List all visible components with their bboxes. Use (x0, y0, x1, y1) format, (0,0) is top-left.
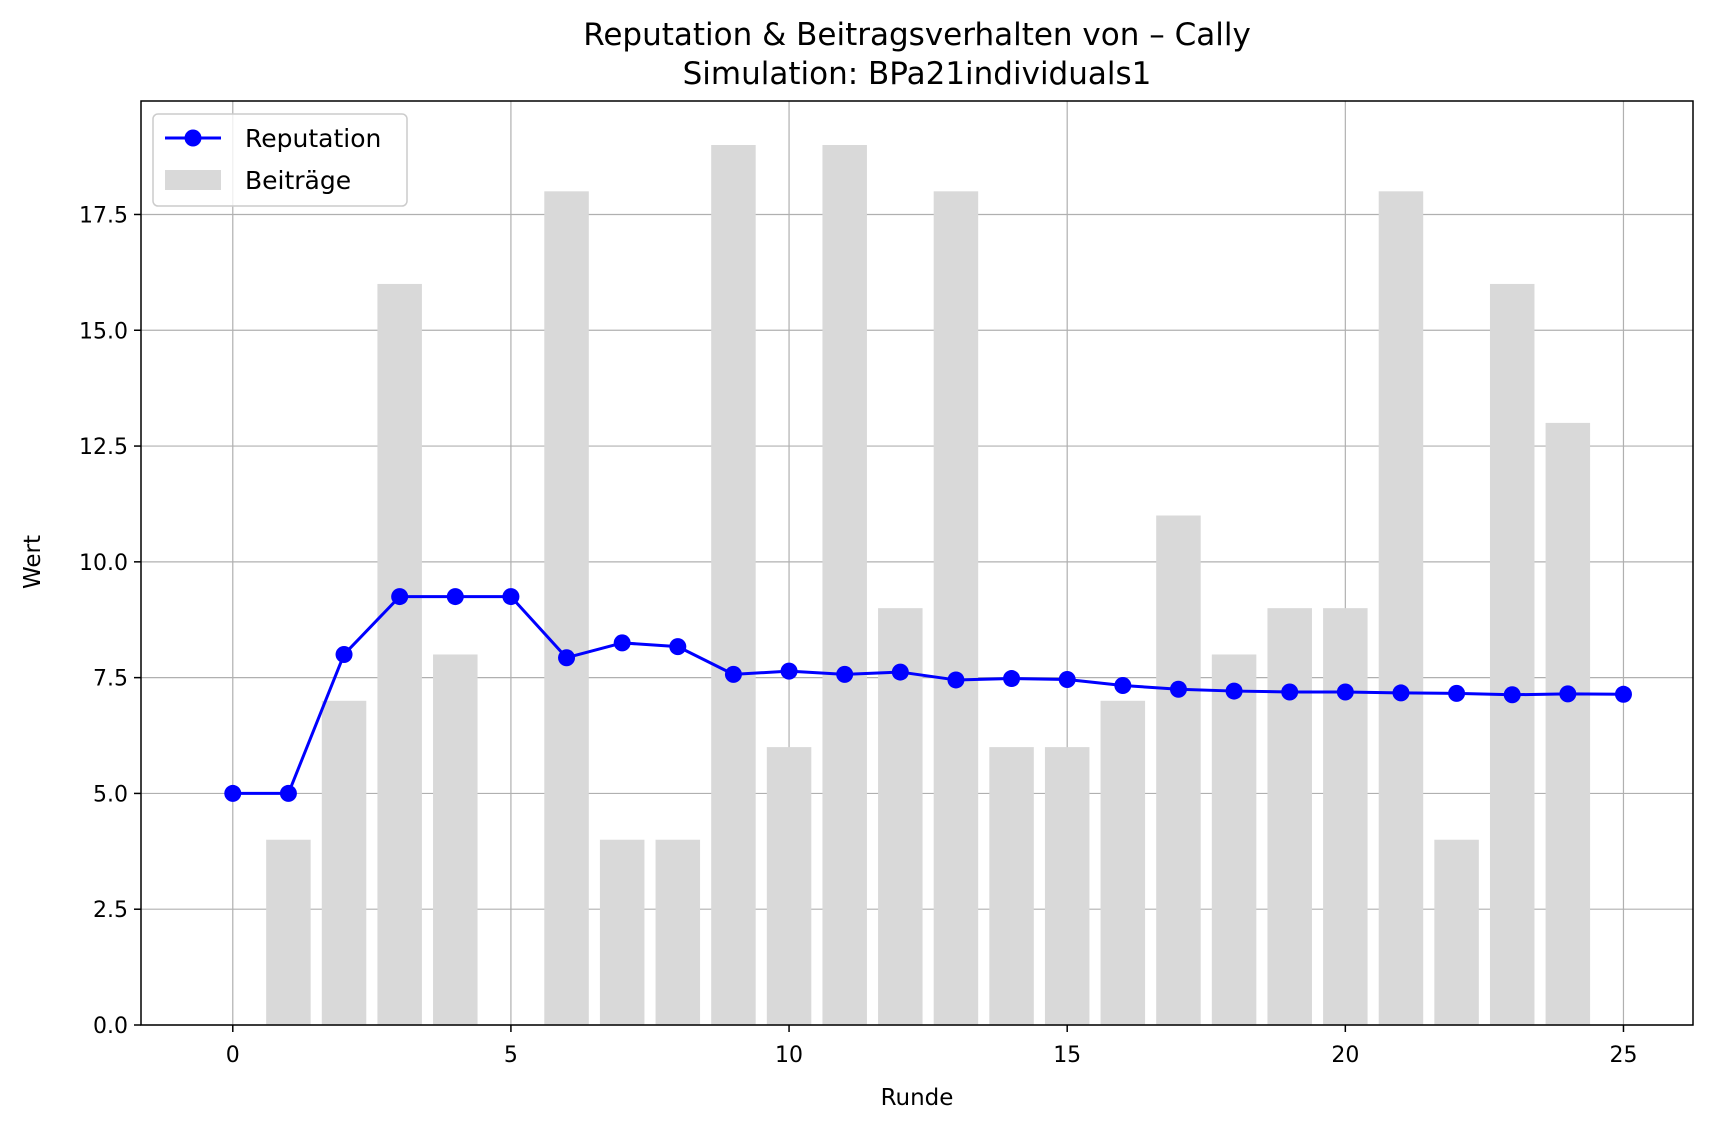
bar-beitraege (1100, 700, 1146, 1025)
bar-beitraege (655, 839, 701, 1025)
point-reputation (1336, 683, 1354, 701)
bar-beitraege (1323, 608, 1368, 1025)
bar-beitraege (1044, 747, 1090, 1025)
bar-beitraege (1378, 191, 1424, 1025)
point-reputation (335, 645, 353, 663)
point-reputation (891, 663, 909, 681)
legend-bar-icon (165, 170, 221, 190)
y-tick-label: 15.0 (79, 319, 128, 344)
point-reputation (502, 588, 520, 606)
bar-beitraege (1545, 422, 1591, 1025)
x-tick-label: 0 (226, 1043, 240, 1068)
point-reputation (613, 634, 631, 652)
bar-beitraege (822, 145, 867, 1025)
y-tick-label: 12.5 (79, 435, 128, 460)
y-tick-label: 0.0 (93, 1014, 128, 1039)
point-reputation (1559, 685, 1577, 703)
bar-beitraege (1267, 608, 1312, 1025)
bar-beitraege (377, 283, 422, 1025)
x-tick-label: 20 (1331, 1043, 1359, 1068)
legend-marker-icon (184, 129, 202, 147)
point-reputation (391, 588, 409, 606)
line-reputation (232, 595, 1624, 795)
point-reputation (1058, 670, 1076, 688)
bar-beitraege (1156, 515, 1201, 1025)
point-reputation (836, 665, 854, 683)
y-tick-label: 7.5 (93, 667, 128, 692)
y-tick-label: 10.0 (79, 551, 128, 576)
bar-beitraege (266, 839, 311, 1025)
y-axis-label: Wert (20, 535, 46, 589)
bar-beitraege (1211, 654, 1257, 1025)
x-axis-label: Runde (881, 1085, 954, 1111)
point-reputation (780, 662, 798, 680)
point-reputation (724, 665, 742, 683)
point-reputation (279, 784, 297, 802)
bar-beitraege (321, 700, 367, 1025)
bar-beitraege (989, 747, 1034, 1025)
bar-beitraege (433, 654, 478, 1025)
point-reputation (1003, 670, 1021, 688)
bar-beitraege (544, 191, 589, 1025)
bar-beitraege (599, 839, 645, 1025)
y-tick-label: 2.5 (93, 898, 128, 923)
point-reputation (1169, 680, 1187, 698)
x-tick-label: 10 (775, 1043, 803, 1068)
chart-subtitle: Simulation: BPa21individuals1 (683, 56, 1152, 92)
point-reputation (1225, 682, 1243, 700)
bar-beitraege (1434, 839, 1479, 1025)
point-reputation (558, 649, 576, 667)
legend: Reputation Beiträge (152, 113, 408, 207)
point-reputation (1114, 677, 1132, 695)
legend-label-beitraege: Beiträge (245, 166, 351, 195)
point-reputation (1448, 684, 1466, 702)
bar-beitraege (766, 747, 812, 1025)
y-tick-label: 17.5 (79, 203, 128, 228)
point-reputation (224, 784, 242, 802)
point-reputation (1503, 686, 1521, 704)
point-reputation (947, 671, 965, 689)
point-reputation (446, 588, 464, 606)
bar-beitraege (933, 191, 979, 1025)
point-reputation (1392, 684, 1410, 702)
x-tick-label: 25 (1609, 1043, 1637, 1068)
bar-beitraege (711, 145, 756, 1025)
x-tick-label: 5 (504, 1043, 518, 1068)
x-tick-label: 15 (1053, 1043, 1081, 1068)
point-reputation (1281, 683, 1299, 701)
point-reputation (669, 638, 687, 656)
y-tick-label: 5.0 (93, 782, 128, 807)
bar-beitraege (1489, 283, 1535, 1025)
legend-label-reputation: Reputation (245, 124, 381, 153)
chart-title: Reputation & Beitragsverhalten von – Cal… (583, 17, 1251, 53)
plot-area: 0 5 10 15 20 25 0.0 2.5 5.0 7.5 10.0 12.5 15.0 17.5 (79, 100, 1694, 1068)
point-reputation (1614, 685, 1632, 703)
plot-frame (140, 100, 1694, 1026)
